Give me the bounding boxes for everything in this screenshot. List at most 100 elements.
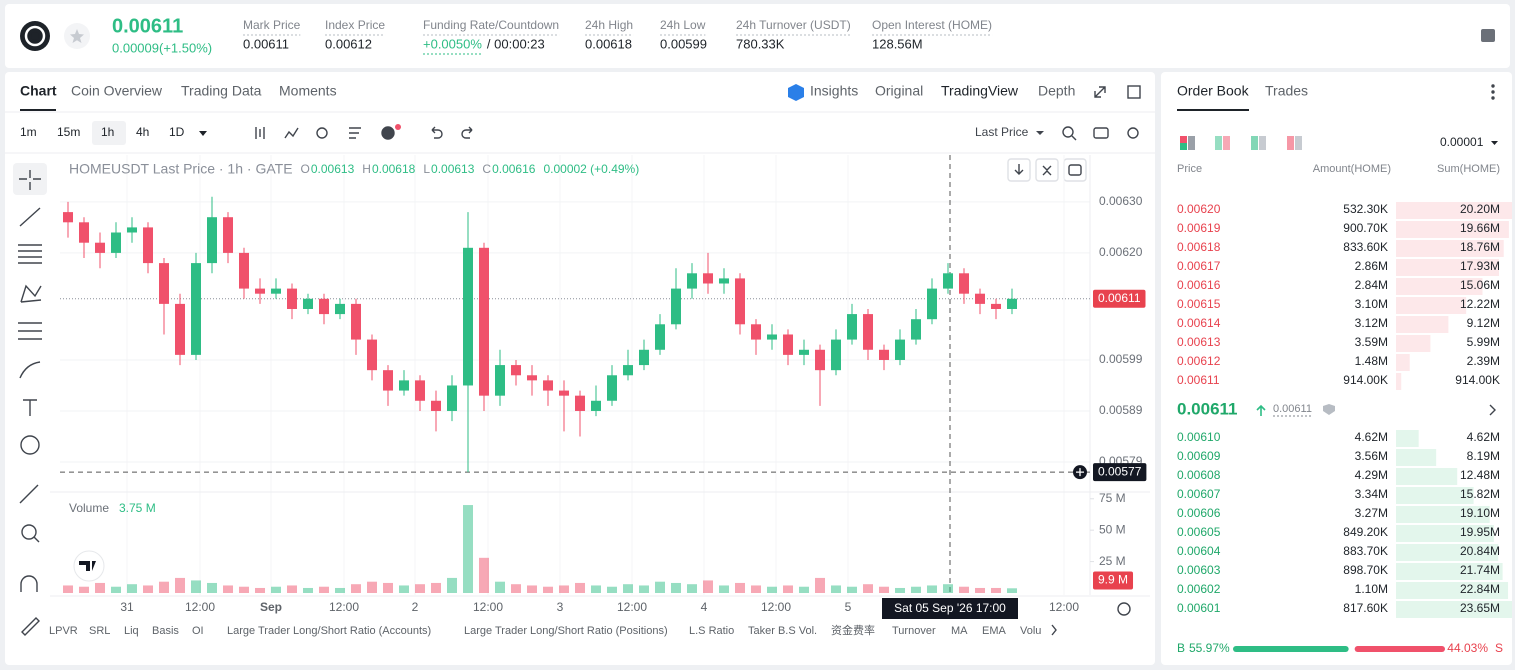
- book-price[interactable]: 0.00619: [1177, 221, 1221, 235]
- candle-body: [911, 319, 921, 340]
- stat-label[interactable]: 24h Turnover (USDT): [736, 18, 851, 32]
- candle-body: [687, 273, 697, 289]
- volume-bar: [559, 585, 569, 593]
- view-tab[interactable]: Depth: [1038, 83, 1075, 99]
- indicator-tab[interactable]: Taker B.S Vol.: [748, 625, 817, 637]
- book-price[interactable]: 0.00615: [1177, 297, 1221, 311]
- volume-bar: [703, 580, 713, 593]
- indicator-tab[interactable]: EMA: [982, 625, 1007, 637]
- view-tab[interactable]: Original: [875, 83, 923, 99]
- stat-label[interactable]: 24h Low: [660, 18, 706, 32]
- stat-label[interactable]: Funding Rate/Countdown: [423, 18, 559, 32]
- book-sum: 20.20M: [1460, 202, 1500, 216]
- price-type[interactable]: Last Price: [975, 125, 1029, 139]
- book-sum: 17.93M: [1460, 259, 1500, 273]
- candle-body: [735, 278, 745, 325]
- book-price[interactable]: 0.00614: [1177, 316, 1221, 330]
- x-tick-label: 12:00: [329, 600, 359, 614]
- book-column: Amount(HOME): [1313, 163, 1391, 175]
- book-tab[interactable]: Trades: [1265, 83, 1308, 99]
- indicator-tab[interactable]: Large Trader Long/Short Ratio (Positions…: [464, 625, 668, 637]
- stat-label[interactable]: Index Price: [325, 18, 385, 32]
- indicator-tab[interactable]: L.S Ratio: [689, 625, 734, 637]
- toolbar-icons[interactable]: [255, 85, 1141, 141]
- book-price[interactable]: 0.00618: [1177, 240, 1221, 254]
- interval[interactable]: 1D: [169, 125, 185, 139]
- interval-caret[interactable]: [199, 131, 207, 136]
- book-price[interactable]: 0.00605: [1177, 525, 1221, 539]
- book-price[interactable]: 0.00620: [1177, 202, 1221, 216]
- favorite-star[interactable]: [64, 23, 90, 49]
- candle-body: [831, 339, 841, 371]
- candle-body: [319, 298, 329, 315]
- book-price[interactable]: 0.00609: [1177, 449, 1221, 463]
- book-price[interactable]: 0.00613: [1177, 335, 1221, 349]
- indicator-tab[interactable]: Large Trader Long/Short Ratio (Accounts): [227, 625, 431, 637]
- indicator-tab[interactable]: Liq: [124, 625, 139, 637]
- stat-label[interactable]: Mark Price: [243, 18, 301, 32]
- indicator-tab[interactable]: Basis: [152, 625, 179, 637]
- indicator-tab[interactable]: Turnover: [892, 625, 936, 637]
- candle-body: [959, 273, 969, 294]
- depth-bar: [1396, 601, 1512, 618]
- book-layout-icons[interactable]: [1180, 136, 1498, 150]
- indicator-tab[interactable]: OI: [192, 625, 204, 637]
- candle-body: [447, 385, 457, 411]
- interval[interactable]: 15m: [57, 125, 80, 139]
- ohlc-key: C: [482, 162, 491, 176]
- view-tab[interactable]: TradingView: [941, 83, 1019, 99]
- indicator-tab[interactable]: MA: [951, 625, 968, 637]
- volume-bar: [751, 585, 761, 593]
- book-precision[interactable]: 0.00001: [1440, 135, 1484, 149]
- book-price[interactable]: 0.00612: [1177, 354, 1221, 368]
- volume-bar: [127, 584, 137, 593]
- view-tab[interactable]: Insights: [810, 83, 858, 99]
- book-price[interactable]: 0.00604: [1177, 544, 1221, 558]
- indicator-tab[interactable]: 资金费率: [831, 623, 875, 637]
- book-price[interactable]: 0.00617: [1177, 259, 1221, 273]
- indicator-tab[interactable]: Volu: [1020, 625, 1041, 637]
- book-sum: 914.00K: [1455, 373, 1500, 387]
- chart-panel: [5, 72, 1155, 665]
- volume-tick-label: 75 M: [1099, 491, 1126, 505]
- volume-bar: [1007, 588, 1017, 593]
- book-amount: 849.20K: [1343, 525, 1388, 539]
- book-price[interactable]: 0.00601: [1177, 601, 1221, 615]
- volume-bar: [783, 585, 793, 593]
- book-price[interactable]: 0.00606: [1177, 506, 1221, 520]
- notification-dot: [395, 124, 401, 130]
- book-price[interactable]: 0.00608: [1177, 468, 1221, 482]
- book-sum: 4.62M: [1467, 430, 1500, 444]
- volume-bar: [879, 586, 889, 593]
- book-price[interactable]: 0.00616: [1177, 278, 1221, 292]
- logo: [20, 21, 50, 51]
- book-price[interactable]: 0.00610: [1177, 430, 1221, 444]
- depth-bar: [1396, 487, 1474, 504]
- drawing-tools[interactable]: [13, 163, 47, 636]
- book-price[interactable]: 0.00603: [1177, 563, 1221, 577]
- tv-logo: [73, 550, 105, 582]
- candle-body: [751, 324, 761, 340]
- book-amount: 817.60K: [1343, 601, 1388, 615]
- book-price[interactable]: 0.00602: [1177, 582, 1221, 596]
- chart-tab[interactable]: Chart: [20, 83, 57, 99]
- chart-tab[interactable]: Trading Data: [181, 83, 262, 99]
- shield-icon: [1323, 404, 1335, 415]
- interval[interactable]: 1m: [20, 125, 37, 139]
- ohlc-key: H: [362, 162, 371, 176]
- candle-body: [191, 263, 201, 355]
- price-type-caret[interactable]: [1036, 131, 1044, 135]
- book-tab[interactable]: Order Book: [1177, 83, 1250, 99]
- stat-label[interactable]: Open Interest (HOME): [872, 18, 992, 32]
- book-price[interactable]: 0.00607: [1177, 487, 1221, 501]
- book-price[interactable]: 0.00611: [1177, 373, 1220, 387]
- chart-tab[interactable]: Coin Overview: [71, 83, 163, 99]
- chart-tab[interactable]: Moments: [279, 83, 337, 99]
- stat-label[interactable]: 24h High: [585, 18, 633, 32]
- interval[interactable]: 1h: [101, 125, 114, 139]
- header-icon[interactable]: [1481, 29, 1495, 42]
- candle-body: [991, 303, 1001, 309]
- indicator-tab[interactable]: LPVR: [49, 625, 78, 637]
- indicator-tab[interactable]: SRL: [89, 625, 110, 637]
- interval[interactable]: 4h: [136, 125, 149, 139]
